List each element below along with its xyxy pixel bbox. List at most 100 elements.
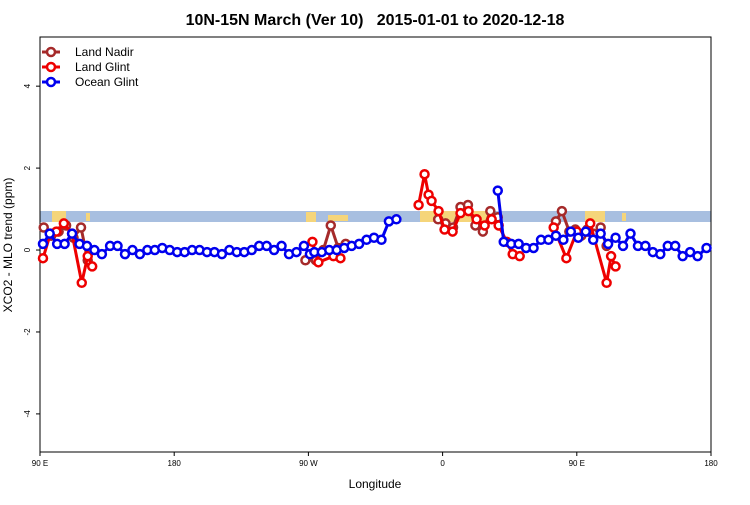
- x-tick-label: 90 W: [299, 459, 318, 468]
- y-tick-label: 2: [23, 165, 32, 170]
- legend-marker: [45, 46, 57, 58]
- data-point: [37, 238, 49, 250]
- data-point: [81, 240, 93, 252]
- x-tick-label: 180: [168, 459, 182, 468]
- y-tick-label: 0: [23, 247, 32, 252]
- data-point: [584, 218, 596, 229]
- data-point: [640, 240, 651, 252]
- data-point: [59, 238, 70, 250]
- data-point: [528, 242, 539, 254]
- data-point: [246, 244, 257, 256]
- data-point: [701, 242, 712, 254]
- y-tick-label: -4: [23, 410, 32, 418]
- land-band: [622, 213, 626, 221]
- data-point: [44, 228, 55, 239]
- data-point: [580, 226, 591, 237]
- data-point: [216, 248, 228, 260]
- data-point: [556, 205, 568, 217]
- legend-marker: [45, 76, 57, 88]
- data-point: [655, 248, 666, 260]
- data-point: [134, 248, 146, 260]
- data-point: [96, 248, 108, 260]
- data-point: [376, 234, 387, 246]
- data-point: [37, 252, 49, 264]
- map-strip: [40, 211, 711, 222]
- data-point: [561, 252, 572, 264]
- data-point: [86, 261, 98, 272]
- data-point: [573, 232, 584, 243]
- land-band: [585, 211, 605, 222]
- data-point: [268, 244, 280, 256]
- land-band: [86, 213, 90, 221]
- data-point: [595, 228, 606, 239]
- data-point: [558, 234, 569, 246]
- data-point: [325, 220, 337, 231]
- y-tick-label: -2: [23, 328, 32, 336]
- data-point: [75, 222, 87, 233]
- data-point: [391, 214, 402, 225]
- data-point: [313, 257, 324, 268]
- data-point: [439, 224, 450, 235]
- data-point: [485, 205, 496, 217]
- data-point: [261, 240, 272, 252]
- data-point: [610, 261, 621, 272]
- data-point: [605, 250, 617, 262]
- data-point: [669, 240, 681, 252]
- data-point: [66, 228, 78, 239]
- chart-title: 10N-15N March (Ver 10) 2015-01-01 to 202…: [186, 12, 565, 29]
- data-point: [82, 250, 93, 262]
- data-point: [514, 250, 525, 262]
- legend-label: Land Glint: [75, 60, 130, 74]
- ocean-band: [40, 211, 711, 222]
- data-point: [38, 222, 49, 233]
- data-point: [617, 240, 629, 252]
- data-point: [471, 214, 482, 225]
- data-point: [419, 168, 430, 180]
- data-point: [298, 240, 310, 252]
- data-point: [692, 250, 703, 262]
- data-point: [550, 230, 562, 241]
- data-point: [492, 185, 504, 196]
- data-point: [413, 199, 424, 211]
- x-tick-label: 0: [440, 459, 445, 468]
- data-point: [58, 218, 70, 229]
- data-point: [479, 220, 490, 231]
- data-point: [486, 214, 497, 225]
- y-tick-label: 4: [23, 83, 32, 88]
- data-point: [353, 238, 365, 250]
- data-point: [307, 236, 318, 248]
- data-point: [127, 244, 138, 256]
- data-point: [112, 240, 123, 252]
- data-point: [76, 277, 88, 289]
- data-point: [565, 226, 577, 237]
- data-point: [548, 222, 559, 233]
- data-point: [684, 246, 696, 258]
- data-point: [513, 238, 524, 250]
- legend-marker: [45, 61, 57, 73]
- data-point: [587, 234, 599, 246]
- x-tick-label: 90 E: [32, 459, 48, 468]
- y-axis-label: XCO2 - MLO trend (ppm): [1, 178, 15, 313]
- data-point: [455, 207, 466, 219]
- data-point: [601, 277, 612, 289]
- data-point: [625, 228, 636, 239]
- land-band: [328, 215, 348, 221]
- legend-label: Ocean Glint: [75, 75, 139, 89]
- data-point: [291, 246, 302, 258]
- land-band: [306, 212, 316, 222]
- data-point: [276, 240, 287, 252]
- data-point: [543, 234, 554, 246]
- data-point: [426, 195, 437, 207]
- data-point: [602, 238, 614, 250]
- x-axis-label: Longitude: [349, 477, 402, 491]
- data-point: [119, 248, 131, 260]
- data-point: [335, 252, 346, 264]
- x-tick-label: 180: [704, 459, 718, 468]
- x-tick-label: 90 E: [569, 459, 585, 468]
- land-band: [52, 211, 66, 222]
- data-point: [447, 226, 458, 237]
- data-point: [89, 244, 100, 256]
- data-point: [433, 205, 444, 217]
- data-point: [677, 250, 688, 262]
